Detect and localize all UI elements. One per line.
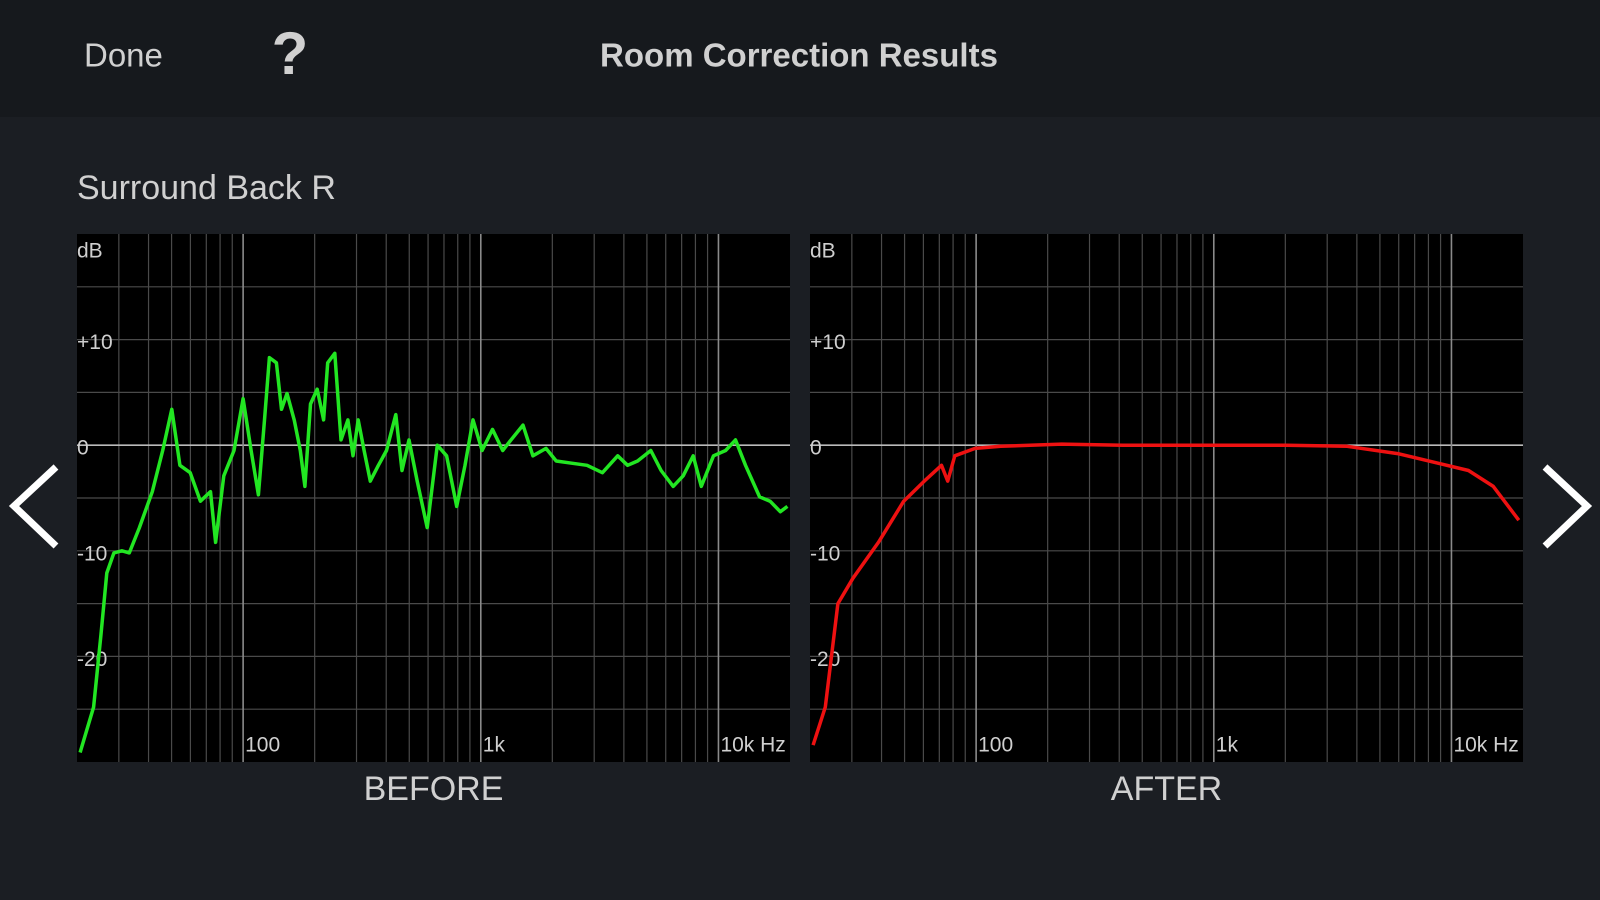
x-tick-label: 100 [978, 734, 1013, 757]
channel-name: Surround Back R [77, 169, 336, 207]
charts: 100 1k 10k Hz +10 0 -10 -20 dB BEFORE 100 1k 10k Hz… [77, 234, 1523, 808]
x-tick-label: 1k [483, 734, 506, 757]
page-title: Room Correction Results [600, 37, 998, 74]
y-tick-label: +10 [77, 331, 113, 354]
x-tick-label: 10k Hz [1453, 734, 1518, 757]
previous-arrow[interactable] [8, 464, 59, 549]
y-axis-label: dB [810, 240, 836, 263]
response-line [78, 351, 789, 753]
y-tick-label: 0 [77, 437, 89, 460]
y-tick-label: -20 [77, 648, 107, 671]
chart: 100 1k 10k Hz +10 0 -10 -20 dB AFTER [810, 234, 1523, 808]
y-tick-label: -20 [810, 648, 840, 671]
chart-title: AFTER [1111, 770, 1222, 808]
chart: 100 1k 10k Hz +10 0 -10 -20 dB BEFORE [77, 234, 790, 808]
y-tick-label: +10 [810, 331, 846, 354]
y-tick-label: -10 [810, 542, 840, 565]
chart-title: BEFORE [364, 770, 504, 808]
y-axis-label: dB [77, 240, 103, 263]
next-arrow[interactable] [1542, 464, 1593, 549]
x-tick-label: 1k [1216, 734, 1239, 757]
help-button[interactable]: ? [272, 20, 309, 87]
x-tick-label: 100 [245, 734, 280, 757]
y-tick-label: -10 [77, 542, 107, 565]
response-line [811, 442, 1521, 746]
header-bar [0, 0, 1600, 117]
x-tick-label: 10k Hz [720, 734, 785, 757]
y-tick-label: 0 [810, 437, 822, 460]
done-button[interactable]: Done [84, 37, 163, 74]
